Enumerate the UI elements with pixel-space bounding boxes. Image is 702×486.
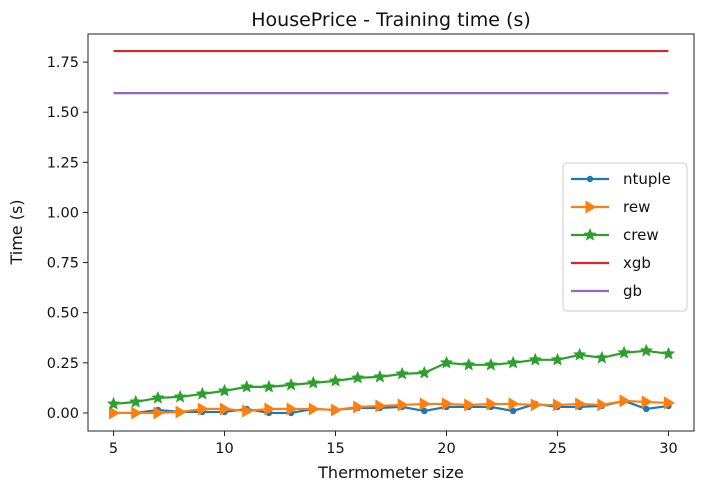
y-tick-label: 0.75 [47,256,79,272]
legend-swatch-marker [583,228,597,241]
legend-item-gb: gb [571,282,642,300]
legend-item-crew: crew [571,226,659,244]
data-point-crew [417,365,431,379]
legend-swatch-marker [586,175,594,183]
legend-label: ntuple [623,170,671,188]
data-point-rew [108,406,121,420]
data-point-crew [439,355,454,369]
x-axis-ticks: 5 10 15 20 25 30 [109,431,678,457]
data-point-ntuple [643,405,650,413]
legend-label: xgb [623,254,651,272]
data-point-crew [328,373,343,387]
data-point-rew [486,397,498,411]
legend-item-rew: rew [571,198,650,216]
x-tick-label: 10 [215,441,233,457]
data-point-rew [330,403,343,417]
data-point-crew [262,379,276,393]
data-point-crew [484,357,498,371]
series-rew [108,394,675,420]
data-point-rew [419,397,431,411]
data-point-ntuple [509,407,517,415]
data-point-crew [217,383,232,397]
data-point-crew [506,355,520,369]
legend-item-xgb: xgb [571,254,651,272]
data-point-rew [597,398,609,412]
data-point-rew [663,396,675,410]
y-tick-label: 0.50 [47,306,79,322]
y-axis-label: Time (s) [7,199,26,265]
data-point-crew [195,386,209,400]
chart-title: HousePrice - Training time (s) [251,9,531,31]
data-point-crew [595,350,609,364]
data-point-crew [550,352,565,366]
data-point-rew [464,398,476,412]
data-point-ntuple [421,407,428,415]
data-point-crew [151,390,165,404]
legend-label: crew [623,226,659,244]
data-point-rew [375,399,387,413]
data-point-rew [552,398,564,412]
x-axis-label: Thermometer size [317,463,464,482]
data-point-rew [264,402,276,416]
y-tick-label: 1.50 [47,105,79,121]
y-axis-ticks: 0.00 0.25 0.50 0.75 1.00 1.25 1.50 1.75 [47,55,88,422]
y-tick-label: 1.75 [47,55,79,71]
y-tick-label: 0.00 [47,406,79,422]
data-point-rew [197,402,209,416]
y-tick-label: 1.25 [47,155,79,171]
data-point-crew [351,370,365,384]
legend-swatch-marker [585,200,597,214]
data-point-rew [441,397,453,411]
x-tick-label: 20 [437,441,455,457]
data-point-crew [661,346,676,360]
data-point-rew [397,398,409,412]
data-point-rew [575,397,587,411]
data-point-rew [131,406,143,420]
data-point-rew [242,404,254,418]
y-tick-label: 1.00 [47,205,79,221]
legend-label: gb [623,282,642,300]
y-tick-label: 0.25 [47,356,79,372]
data-point-rew [153,406,165,420]
data-point-crew [573,347,587,361]
x-tick-label: 15 [326,441,344,457]
series-layer [106,49,676,420]
series-crew [106,343,676,410]
data-point-rew [219,402,232,416]
data-point-rew [308,402,320,416]
data-point-crew [639,343,653,357]
data-point-crew [306,375,320,389]
data-point-rew [353,400,365,414]
x-tick-label: 30 [659,441,677,457]
legend-label: rew [623,198,650,216]
data-point-rew [286,402,298,416]
data-point-crew [395,366,409,380]
data-point-rew [641,395,653,409]
data-point-crew [284,377,298,391]
x-tick-label: 25 [548,441,566,457]
data-point-crew [617,345,631,359]
legend-box [562,162,688,312]
data-point-rew [508,397,520,411]
data-point-crew [528,352,542,366]
legend: ntuple rew crew xgb gb [562,162,688,312]
data-point-crew [106,396,121,410]
data-point-rew [619,394,631,408]
legend-item-ntuple: ntuple [571,170,671,188]
plot-border [87,33,695,432]
data-point-crew [173,389,187,403]
data-point-crew [373,369,387,383]
x-tick-label: 5 [109,441,118,457]
data-point-crew [240,379,254,393]
data-point-crew [462,357,476,371]
data-point-crew [129,394,143,408]
data-point-rew [175,405,187,419]
data-point-rew [530,398,542,412]
